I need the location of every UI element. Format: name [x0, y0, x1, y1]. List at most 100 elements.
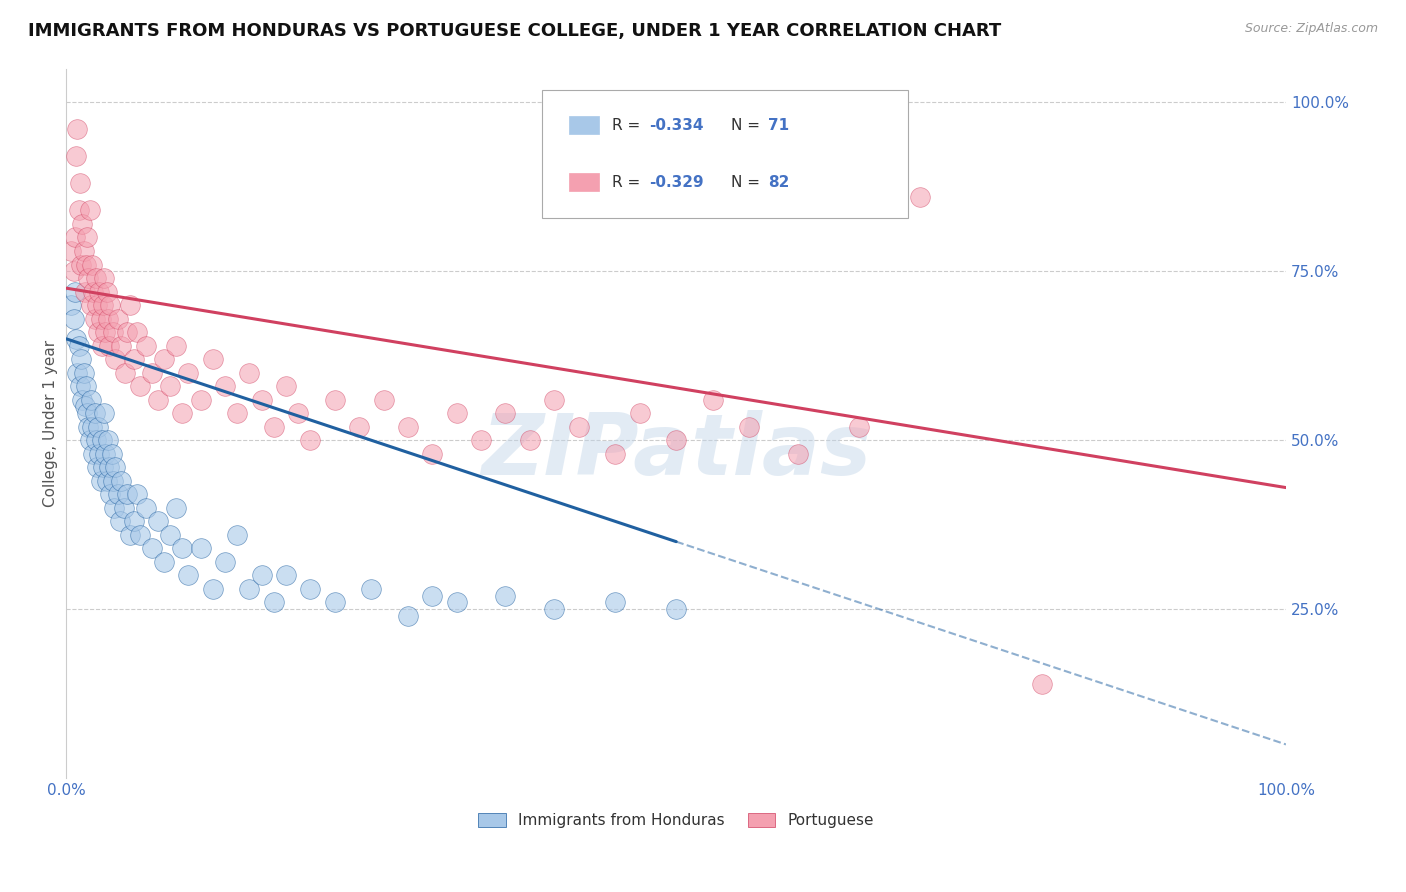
Point	[66, 122, 89, 136]
Point	[69, 177, 91, 191]
Point	[62, 264, 84, 278]
Point	[118, 298, 141, 312]
Point	[214, 555, 236, 569]
Point	[90, 338, 112, 352]
Legend: Immigrants from Honduras, Portuguese: Immigrants from Honduras, Portuguese	[472, 807, 880, 834]
Point	[665, 434, 688, 448]
Point	[65, 149, 87, 163]
Point	[72, 392, 94, 407]
Point	[519, 434, 541, 448]
Text: R =: R =	[612, 175, 645, 190]
Point	[141, 366, 163, 380]
Point	[70, 352, 93, 367]
Text: R =: R =	[612, 118, 645, 133]
Point	[110, 338, 132, 352]
Point	[94, 325, 117, 339]
Text: ZIPatlas: ZIPatlas	[481, 410, 872, 493]
Point	[238, 582, 260, 596]
Point	[67, 203, 90, 218]
Point	[107, 311, 129, 326]
Point	[77, 271, 100, 285]
Point	[226, 528, 249, 542]
Point	[628, 406, 651, 420]
Point	[83, 311, 105, 326]
Point	[299, 582, 322, 596]
Point	[274, 568, 297, 582]
Point	[84, 434, 107, 448]
Point	[190, 392, 212, 407]
Point	[543, 392, 565, 407]
FancyBboxPatch shape	[543, 90, 908, 218]
Point	[96, 285, 118, 299]
Point	[72, 217, 94, 231]
Point	[446, 406, 468, 420]
Point	[94, 447, 117, 461]
Point	[90, 434, 112, 448]
Point	[103, 500, 125, 515]
Point	[75, 379, 97, 393]
Point	[263, 595, 285, 609]
Point	[79, 203, 101, 218]
Point	[568, 419, 591, 434]
Point	[127, 325, 149, 339]
Point	[87, 419, 110, 434]
Point	[141, 541, 163, 556]
Point	[75, 258, 97, 272]
Point	[101, 325, 124, 339]
Point	[60, 298, 83, 312]
Point	[250, 568, 273, 582]
Point	[90, 311, 112, 326]
Text: -0.334: -0.334	[650, 118, 704, 133]
Point	[605, 595, 627, 609]
Point	[702, 392, 724, 407]
Point	[848, 419, 870, 434]
Text: N =: N =	[731, 118, 765, 133]
Point	[543, 602, 565, 616]
Point	[360, 582, 382, 596]
Point	[80, 258, 103, 272]
Point	[97, 434, 120, 448]
Point	[159, 379, 181, 393]
Point	[117, 325, 139, 339]
Point	[77, 419, 100, 434]
Text: Source: ZipAtlas.com: Source: ZipAtlas.com	[1244, 22, 1378, 36]
Point	[323, 392, 346, 407]
Point	[159, 528, 181, 542]
Point	[66, 366, 89, 380]
Point	[172, 406, 194, 420]
Point	[787, 447, 810, 461]
Point	[1031, 676, 1053, 690]
Point	[908, 190, 931, 204]
Point	[128, 379, 150, 393]
Point	[153, 352, 176, 367]
Point	[165, 500, 187, 515]
Point	[250, 392, 273, 407]
Point	[98, 298, 121, 312]
Point	[420, 447, 443, 461]
Point	[80, 392, 103, 407]
Point	[97, 311, 120, 326]
Point	[98, 460, 121, 475]
Point	[76, 406, 98, 420]
Point	[112, 500, 135, 515]
Text: IMMIGRANTS FROM HONDURAS VS PORTUGUESE COLLEGE, UNDER 1 YEAR CORRELATION CHART: IMMIGRANTS FROM HONDURAS VS PORTUGUESE C…	[28, 22, 1001, 40]
Point	[63, 285, 86, 299]
Point	[135, 500, 157, 515]
Text: 71: 71	[768, 118, 789, 133]
Point	[396, 609, 419, 624]
Point	[86, 460, 108, 475]
Point	[165, 338, 187, 352]
Point	[86, 298, 108, 312]
Point	[373, 392, 395, 407]
Point	[128, 528, 150, 542]
Point	[146, 515, 169, 529]
Point	[201, 352, 224, 367]
Point	[72, 244, 94, 258]
Point	[83, 406, 105, 420]
Point	[153, 555, 176, 569]
Point	[90, 474, 112, 488]
Point	[117, 487, 139, 501]
Point	[177, 366, 200, 380]
Point	[67, 338, 90, 352]
Point	[70, 258, 93, 272]
